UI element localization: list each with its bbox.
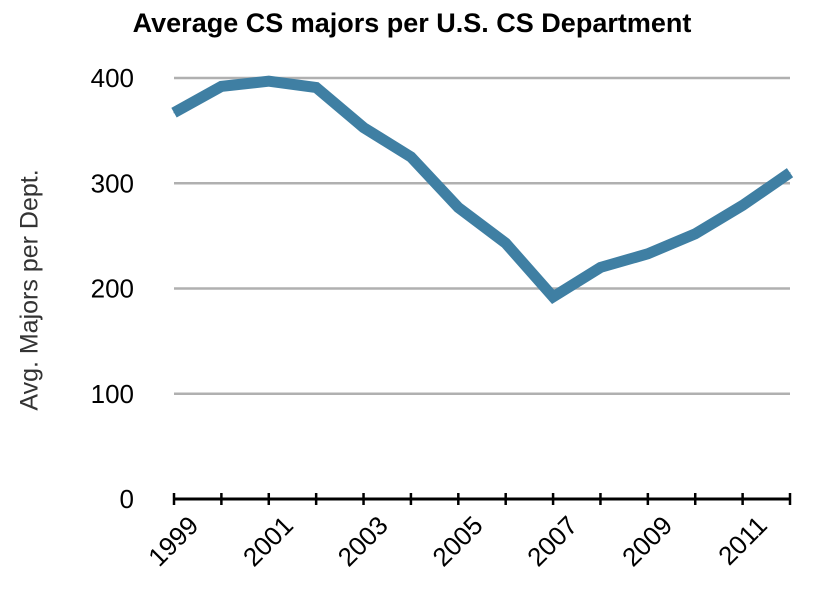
data-point-2005 [457, 206, 459, 208]
x-tick-label-2003: 2003 [332, 510, 394, 572]
data-point-2011 [742, 204, 744, 206]
data-point-1999 [173, 112, 175, 114]
y-tick-labels: 0 100 200 300 400 [91, 63, 134, 514]
data-point-2006 [505, 242, 507, 244]
chart-title: Average CS majors per U.S. CS Department [132, 8, 692, 38]
data-point-2007 [552, 296, 554, 298]
x-tick-labels: 1999 2001 2003 2005 2007 2009 2011 [142, 510, 773, 572]
y-tick-label-300: 300 [91, 168, 134, 198]
x-tick-label-2011: 2011 [712, 510, 773, 571]
data-point-2008 [599, 266, 601, 268]
data-point-2009 [647, 253, 649, 255]
x-tick-label-1999: 1999 [142, 510, 204, 572]
data-point-2003 [363, 126, 365, 128]
x-tick-label-2007: 2007 [521, 510, 583, 572]
data-point-2012 [789, 172, 791, 174]
series-line-0 [171, 75, 794, 305]
y-tick-label-0: 0 [120, 484, 134, 514]
data-point-2000 [220, 85, 222, 87]
x-tick-label-2009: 2009 [616, 510, 678, 572]
data-point-2010 [694, 233, 696, 235]
y-tick-label-100: 100 [91, 379, 134, 409]
y-tick-label-200: 200 [91, 274, 134, 304]
x-axis [172, 493, 792, 505]
series-group [171, 75, 794, 305]
x-tick-label-2001: 2001 [237, 510, 299, 572]
y-tick-label-400: 400 [91, 63, 134, 93]
data-point-2004 [410, 156, 412, 158]
data-point-2002 [315, 86, 317, 88]
x-tick-label-2005: 2005 [426, 510, 488, 572]
data-point-2001 [268, 80, 270, 82]
